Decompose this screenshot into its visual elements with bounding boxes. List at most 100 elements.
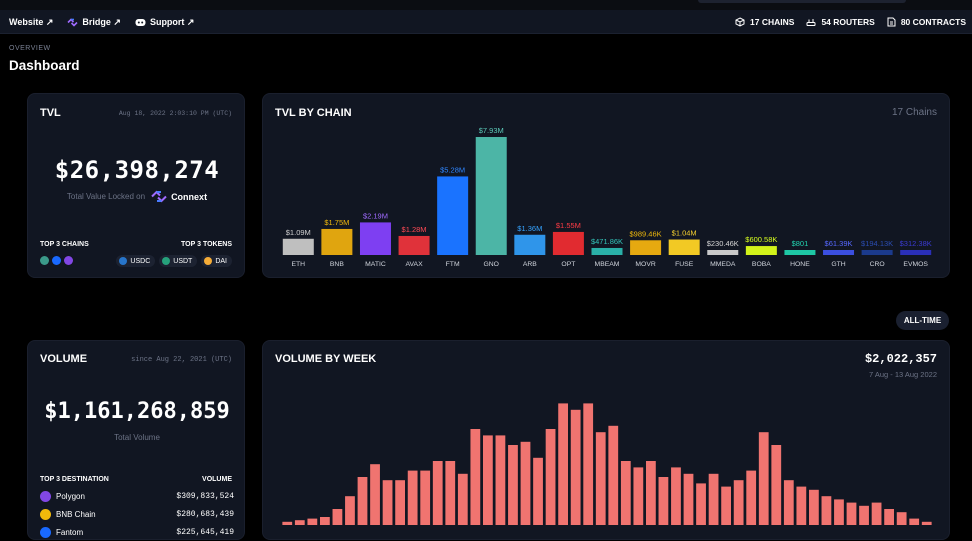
- website-link-label: Website ↗: [9, 16, 54, 27]
- page-title: Dashboard: [9, 58, 80, 73]
- volume-title: VOLUME: [40, 353, 88, 365]
- chain-bar: [823, 250, 855, 255]
- week-bar: [345, 496, 355, 525]
- chain-tick-label: BNB: [330, 261, 344, 268]
- alltime-toggle[interactable]: ALL-TIME: [896, 311, 949, 330]
- week-bar: [307, 518, 318, 525]
- week-bar: [758, 432, 769, 525]
- week-bar: [733, 480, 744, 525]
- week-bar: [859, 505, 869, 525]
- chain-value-label: $1.04M: [672, 229, 697, 238]
- week-bar: [821, 496, 832, 525]
- week-bar: [282, 521, 293, 525]
- week-bar: [495, 435, 506, 525]
- connext-logo-icon: [151, 190, 167, 203]
- week-bar: [921, 521, 932, 525]
- top-chains-label: TOP 3 CHAINS: [40, 241, 89, 248]
- chain-value-label: $61.39K: [825, 239, 853, 248]
- week-bar: [445, 461, 456, 525]
- token-symbol: DAI: [215, 257, 227, 265]
- chain-value-label: $7.93M: [479, 126, 504, 135]
- connext-logo-icon: [67, 17, 78, 27]
- chain-value-label: $2.19M: [363, 211, 388, 220]
- fantom-icon: [40, 526, 51, 538]
- token-symbol: USDC: [130, 257, 151, 265]
- week-bar: [370, 464, 380, 525]
- destination-volume: $225,645,419: [176, 527, 234, 537]
- document-icon: [887, 17, 896, 27]
- tvl-subtitle-text: Total Value Locked on: [66, 192, 146, 201]
- chain-tick-label: MATIC: [365, 261, 386, 268]
- chain-value-label: $1.09M: [286, 228, 311, 237]
- chain-tick-label: ARB: [523, 261, 537, 268]
- token-symbol: USDT: [173, 257, 193, 265]
- connext-brand[interactable]: Connext: [151, 190, 207, 203]
- chain-value-label: $989.46K: [630, 229, 662, 238]
- week-bar: [357, 477, 368, 525]
- token-chip-usdt[interactable]: USDT: [159, 255, 198, 267]
- chain-tick-label: EVMOS: [903, 261, 928, 268]
- week-bar: [683, 473, 694, 525]
- token-chip-dai[interactable]: DAI: [201, 255, 232, 267]
- chain-tick-label: ETH: [291, 261, 305, 268]
- token-chip-usdc[interactable]: USDC: [116, 255, 156, 267]
- connext-brand-label: Connext: [171, 191, 208, 202]
- polygon-chain-icon[interactable]: [64, 256, 73, 265]
- destination-name: BNB Chain: [56, 509, 96, 519]
- week-bar: [884, 509, 895, 525]
- chain-tick-label: MBEAM: [595, 261, 620, 268]
- week-bar: [508, 445, 518, 525]
- chain-bar: [630, 240, 662, 255]
- chains-stat[interactable]: 17 CHAINS: [735, 17, 794, 27]
- week-bar: [570, 409, 581, 525]
- contracts-stat-label: 80 CONTRACTS: [900, 17, 966, 27]
- contracts-stat[interactable]: 80 CONTRACTS: [887, 17, 966, 27]
- destination-header: TOP 3 DESTINATION: [40, 476, 109, 483]
- website-link[interactable]: Website ↗: [9, 17, 53, 28]
- top-strip: [0, 0, 972, 10]
- chain-value-label: $230.46K: [707, 239, 739, 248]
- chain-value-label: $312.38K: [900, 239, 932, 248]
- support-link[interactable]: Support ↗: [135, 16, 195, 28]
- week-bar: [671, 467, 681, 525]
- week-bar: [420, 470, 431, 525]
- destination-volume: $309,833,524: [176, 491, 234, 501]
- chain-count: 17 Chains: [891, 107, 937, 118]
- gnosis-chain-icon[interactable]: [40, 256, 49, 265]
- fantom-chain-icon[interactable]: [52, 256, 61, 265]
- volume-subtitle: Total Volume: [114, 433, 160, 442]
- top-search-pill[interactable]: [698, 0, 906, 3]
- destination-row[interactable]: Polygon $309,833,524: [40, 489, 234, 503]
- destination-row[interactable]: BNB Chain $280,683,439: [40, 507, 234, 521]
- week-bar: [608, 425, 619, 525]
- week-bar: [658, 477, 669, 525]
- nav-stats: 17 CHAINS 54 ROUTERS 80 CONTRACTS: [735, 10, 966, 34]
- week-bar: [457, 473, 468, 525]
- week-bar: [382, 480, 393, 525]
- destination-row[interactable]: Fantom $225,645,419: [40, 525, 234, 539]
- week-bar: [796, 486, 807, 525]
- routers-stat[interactable]: 54 ROUTERS: [806, 17, 875, 27]
- week-bar: [319, 517, 330, 525]
- chain-tick-label: CRO: [870, 261, 885, 268]
- chain-bar: [861, 250, 893, 255]
- week-bar: [620, 461, 631, 525]
- routers-stat-label: 54 ROUTERS: [821, 17, 875, 27]
- week-bar: [482, 435, 493, 525]
- chain-value-label: $471.86K: [591, 237, 623, 246]
- chain-tick-label: AVAX: [405, 261, 423, 268]
- chain-tick-label: BOBA: [752, 261, 771, 268]
- destination-volume: $280,683,439: [176, 509, 234, 519]
- week-bar: [407, 470, 418, 525]
- chain-bar: [591, 247, 623, 255]
- tvl-timestamp: Aug 18, 2022 2:03:10 PM (UTC): [118, 110, 232, 117]
- chain-tick-label: MOVR: [635, 261, 655, 268]
- support-link-label: Support ↗: [149, 16, 195, 27]
- bridge-link[interactable]: Bridge ↗: [67, 17, 121, 28]
- tvl-card: TVL Aug 18, 2022 2:03:10 PM (UTC) $26,39…: [27, 93, 245, 278]
- tvl-value: $26,398,274: [54, 156, 220, 184]
- week-bar: [783, 480, 794, 525]
- top-tokens-list: USDC USDT DAI: [116, 255, 232, 267]
- chain-value-label: $5.28M: [440, 165, 465, 174]
- week-bar: [896, 512, 907, 525]
